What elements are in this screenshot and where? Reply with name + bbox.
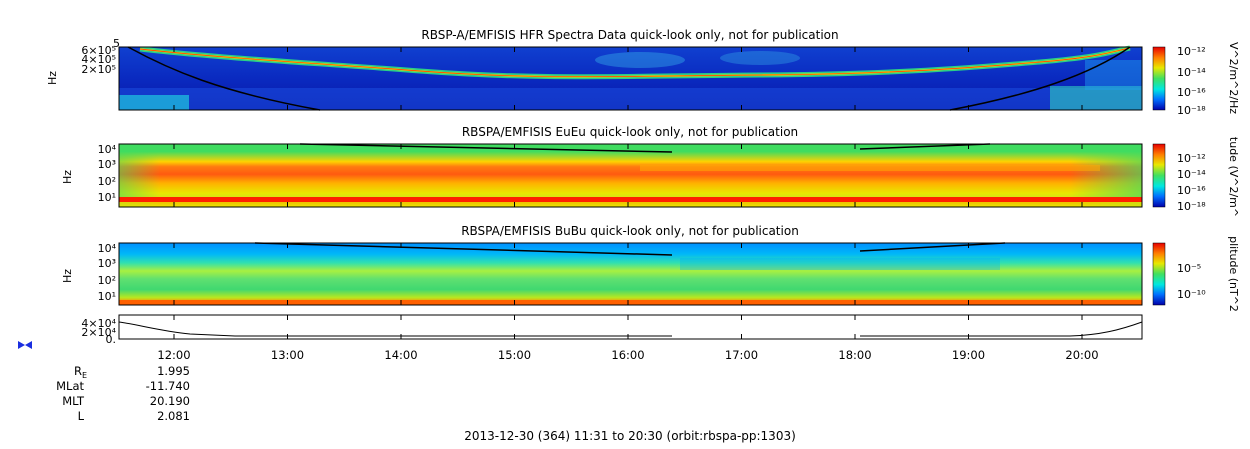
- hfr-colorbar: [1152, 46, 1166, 111]
- eueu-panel: RBSPA/EMFISIS EuEu quick-look only, not …: [61, 125, 1240, 217]
- svg-text:10⁴: 10⁴: [98, 242, 117, 255]
- ephem-value-mlt: 20.190: [150, 394, 190, 408]
- bubu-colorbar-ticks: 10⁻⁵ 10⁻¹⁰: [1177, 262, 1206, 301]
- eueu-y-axis: 10⁴ 10³ 10² 10¹ Hz: [61, 143, 117, 204]
- svg-text:10¹: 10¹: [98, 191, 116, 204]
- svg-text:10⁻¹⁰: 10⁻¹⁰: [1177, 288, 1206, 301]
- eueu-ylabel: Hz: [61, 170, 74, 184]
- svg-text:0.: 0.: [106, 333, 117, 346]
- time-tick-label: 12:00: [157, 348, 190, 362]
- hfr-black-curve: [127, 46, 321, 111]
- svg-text:10³: 10³: [98, 158, 116, 171]
- hfr-colorbar-label: V^2/m^2/Hz: [1227, 42, 1240, 114]
- svg-text:6×10⁵: 6×10⁵: [81, 44, 116, 57]
- ephem-label-mlat: MLat: [56, 379, 84, 393]
- ephem-label-l: L: [78, 409, 85, 423]
- eueu-colorbar-label: tude (V^2/m^: [1227, 137, 1240, 217]
- eueu-colorbar-ticks: 10⁻¹² 10⁻¹⁴ 10⁻¹⁶ 10⁻¹⁸: [1177, 152, 1206, 213]
- hfr-y-axis: 6×10⁵ 4×10⁵ 2×10⁵ 5 Hz: [46, 37, 120, 85]
- footer-caption: 2013-12-30 (364) 11:31 to 20:30 (orbit:r…: [464, 429, 796, 443]
- hfr-colorbar-ticks: 10⁻¹² 10⁻¹⁴ 10⁻¹⁶ 10⁻¹⁸: [1177, 45, 1206, 117]
- time-tick-label: 15:00: [498, 348, 531, 362]
- svg-text:10⁻¹⁸: 10⁻¹⁸: [1177, 200, 1206, 213]
- svg-text:10⁻¹²: 10⁻¹²: [1177, 45, 1206, 58]
- hfr-title: RBSP-A/EMFISIS HFR Spectra Data quick-lo…: [421, 28, 838, 42]
- svg-text:4×10⁴: 4×10⁴: [81, 317, 116, 330]
- svg-text:10³: 10³: [98, 257, 116, 270]
- ephem-value-r: 1.995: [157, 364, 190, 378]
- svg-text:10⁻¹⁴: 10⁻¹⁴: [1177, 168, 1206, 181]
- bubu-y-axis: 10⁴ 10³ 10² 10¹ Hz: [61, 242, 117, 303]
- hfr-ylabel: Hz: [46, 71, 59, 85]
- ephem-value-l: 2.081: [157, 409, 190, 423]
- bubu-colorbar: [1152, 242, 1166, 306]
- svg-text:10⁻¹⁴: 10⁻¹⁴: [1177, 66, 1206, 79]
- time-tick-label: 19:00: [952, 348, 985, 362]
- bubu-ylabel: Hz: [61, 269, 74, 283]
- svg-text:10²: 10²: [98, 274, 116, 287]
- svg-text:10⁻¹²: 10⁻¹²: [1177, 152, 1206, 165]
- line-y-axis: 4×10⁴ 2×10⁴ 0.: [81, 317, 116, 346]
- eueu-colorbar: [1152, 143, 1166, 208]
- bubu-spectrogram: [119, 243, 1142, 305]
- svg-text:2×10⁴: 2×10⁴: [81, 326, 116, 339]
- svg-text:10⁴: 10⁴: [98, 143, 117, 156]
- svg-text:10²: 10²: [98, 175, 116, 188]
- eueu-title: RBSPA/EMFISIS EuEu quick-look only, not …: [462, 125, 798, 139]
- ephem-label-mlt: MLT: [62, 394, 85, 408]
- svg-text:10⁻¹⁶: 10⁻¹⁶: [1177, 86, 1206, 99]
- bubu-colorbar-label: plitude (nT^2: [1227, 236, 1240, 312]
- line-series: [118, 321, 1143, 337]
- svg-text:10⁻¹⁸: 10⁻¹⁸: [1177, 104, 1206, 117]
- time-tick-label: 20:00: [1065, 348, 1098, 362]
- ephem-value-mlat: -11.740: [146, 379, 190, 393]
- svg-text:10¹: 10¹: [98, 290, 116, 303]
- svg-text:2×10⁵: 2×10⁵: [81, 63, 116, 76]
- svg-text:4×10⁵: 4×10⁵: [81, 53, 116, 66]
- svg-text:10⁻⁵: 10⁻⁵: [1177, 262, 1201, 275]
- time-tick-label: 17:00: [725, 348, 758, 362]
- hfr-panel: RBSP-A/EMFISIS HFR Spectra Data quick-lo…: [46, 28, 1240, 117]
- time-tick-label: 14:00: [384, 348, 417, 362]
- line-panel: 4×10⁴ 2×10⁴ 0.: [81, 314, 1143, 346]
- time-axis: 12:00 13:00 14:00 15:00 16:00 17:00 18:00 19:00…: [157, 47, 1099, 362]
- svg-text:5: 5: [113, 37, 120, 50]
- bubu-title: RBSPA/EMFISIS BuBu quick-look only, not …: [461, 224, 799, 238]
- bowtie-icon: [18, 341, 32, 349]
- time-tick-label: 18:00: [838, 348, 871, 362]
- bubu-panel: RBSPA/EMFISIS BuBu quick-look only, not …: [61, 224, 1240, 312]
- ephem-label-r: RE: [74, 364, 87, 380]
- svg-text:10⁻¹⁶: 10⁻¹⁶: [1177, 184, 1206, 197]
- time-tick-label: 13:00: [271, 348, 304, 362]
- ephemeris: RE MLat MLT L 1.995 -11.740 20.190 2.081: [56, 364, 190, 423]
- time-tick-label: 16:00: [611, 348, 644, 362]
